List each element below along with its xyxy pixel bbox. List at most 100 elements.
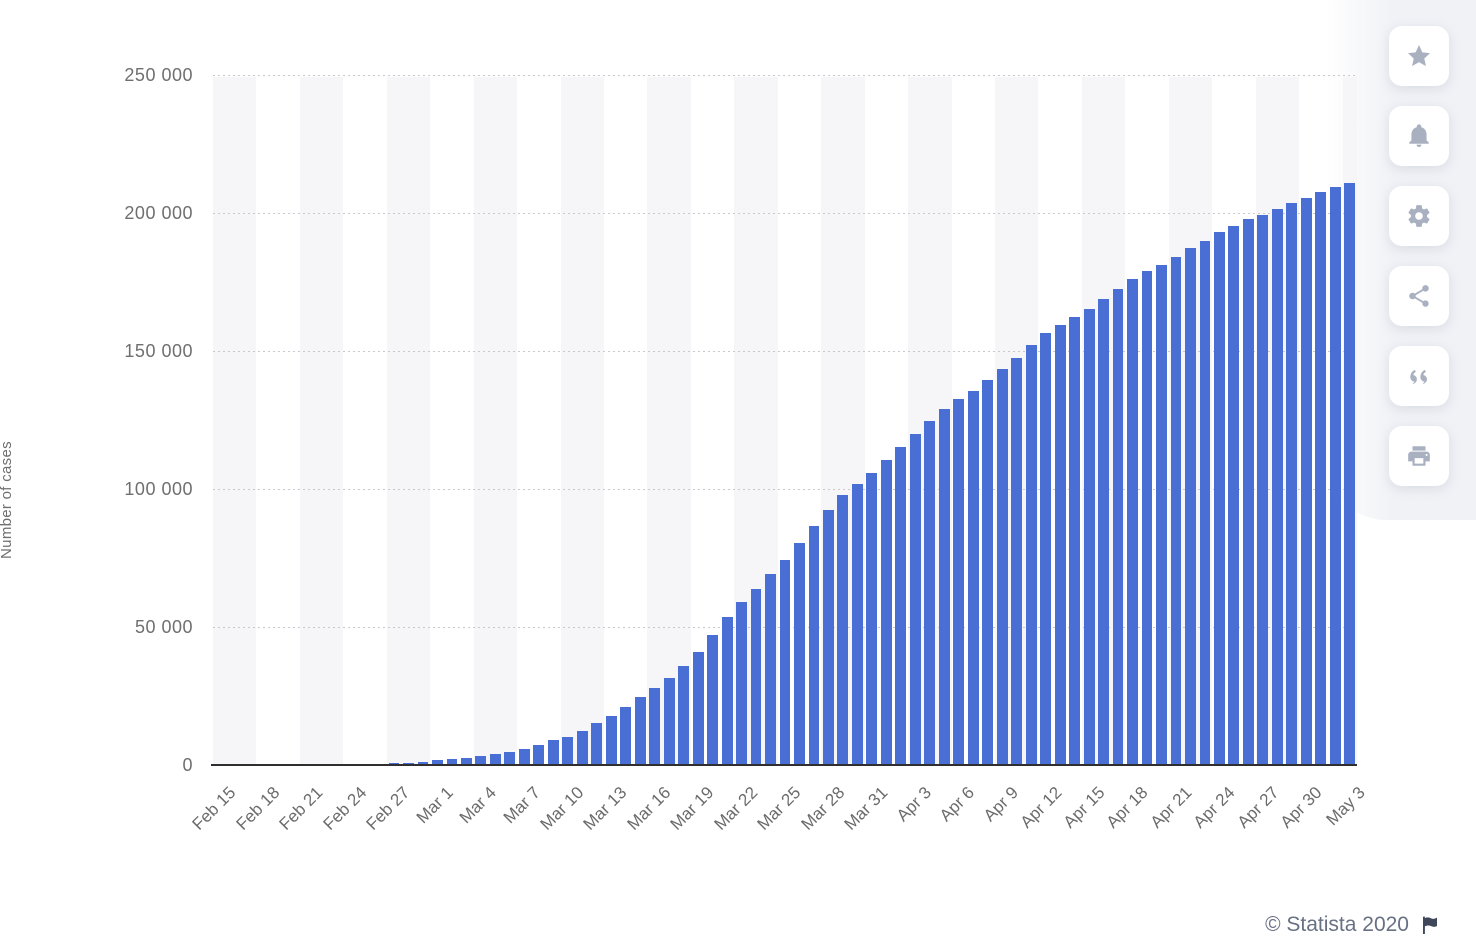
bar[interactable]: [1170, 257, 1182, 765]
x-tick-label: Mar 25: [753, 783, 805, 834]
flag-icon[interactable]: [1418, 913, 1442, 937]
bar[interactable]: [794, 542, 805, 765]
bar[interactable]: [1083, 309, 1095, 765]
bar[interactable]: [576, 730, 588, 765]
bar[interactable]: [866, 473, 878, 765]
bar[interactable]: [1040, 333, 1052, 765]
x-tick-label: Mar 19: [666, 783, 718, 834]
y-axis-title: Number of cases: [0, 441, 15, 559]
bar[interactable]: [750, 588, 762, 765]
print-button[interactable]: [1389, 426, 1449, 486]
bar[interactable]: [475, 756, 487, 765]
bar[interactable]: [895, 446, 907, 765]
favorite-button[interactable]: [1389, 26, 1449, 86]
share-icon: [1409, 285, 1429, 307]
bar[interactable]: [1242, 219, 1254, 765]
bar[interactable]: [663, 678, 675, 765]
bar[interactable]: [1228, 225, 1240, 765]
y-tick-label: 0: [182, 755, 193, 775]
bar[interactable]: [982, 380, 994, 765]
bar[interactable]: [446, 759, 458, 765]
bar[interactable]: [504, 752, 516, 765]
bar[interactable]: [1011, 357, 1023, 765]
x-tick-label: Apr 3: [892, 783, 935, 826]
bar[interactable]: [924, 421, 936, 765]
y-tick-label: 200 000: [124, 203, 193, 223]
bar[interactable]: [678, 666, 690, 765]
x-tick-label: Apr 12: [1016, 783, 1066, 832]
settings-button[interactable]: [1389, 186, 1449, 246]
print-icon: [1408, 446, 1430, 466]
bar[interactable]: [562, 736, 574, 765]
bar[interactable]: [547, 739, 559, 765]
bar[interactable]: [1315, 192, 1327, 765]
bar[interactable]: [1025, 344, 1037, 765]
bar[interactable]: [1054, 324, 1066, 765]
bar[interactable]: [953, 399, 965, 765]
bar[interactable]: [851, 484, 863, 765]
alert-button[interactable]: [1389, 106, 1449, 166]
x-tick-label: Apr 30: [1276, 783, 1326, 832]
plot-area: [211, 75, 1357, 766]
bar[interactable]: [1199, 240, 1211, 765]
y-tick-label: 250 000: [124, 65, 193, 85]
x-tick-label: Feb 27: [362, 783, 414, 834]
bar[interactable]: [417, 761, 429, 765]
bar[interactable]: [808, 526, 820, 765]
bar[interactable]: [518, 748, 530, 765]
bar[interactable]: [489, 754, 501, 765]
bar[interactable]: [1069, 316, 1081, 765]
bar[interactable]: [591, 723, 603, 765]
x-tick-label: Mar 10: [536, 783, 588, 834]
bar[interactable]: [1344, 183, 1356, 765]
x-tick-label: Mar 13: [579, 783, 631, 834]
bar[interactable]: [1141, 271, 1153, 765]
bar[interactable]: [460, 758, 472, 765]
bar[interactable]: [1286, 203, 1298, 765]
bar[interactable]: [1185, 247, 1196, 765]
bar[interactable]: [909, 434, 921, 765]
bar[interactable]: [692, 651, 704, 765]
bar[interactable]: [736, 601, 747, 765]
bar[interactable]: [1112, 289, 1124, 765]
share-button[interactable]: [1389, 266, 1449, 326]
x-tick-label: Mar 16: [623, 783, 675, 834]
bar[interactable]: [1329, 187, 1341, 765]
bar[interactable]: [837, 495, 849, 765]
bar[interactable]: [605, 716, 617, 765]
bar[interactable]: [432, 760, 443, 765]
x-tick-label: Mar 4: [456, 783, 501, 828]
bar[interactable]: [1271, 208, 1283, 765]
bar[interactable]: [823, 509, 834, 765]
bar[interactable]: [533, 744, 545, 765]
bar[interactable]: [967, 390, 979, 765]
y-tick-label: 50 000: [134, 617, 193, 637]
bar[interactable]: [996, 368, 1008, 765]
x-tick-label: Mar 28: [797, 783, 848, 834]
x-tick-label: Feb 24: [319, 783, 371, 834]
bar[interactable]: [721, 617, 733, 765]
bar[interactable]: [634, 696, 646, 765]
bar[interactable]: [403, 762, 414, 765]
quote-icon: [1410, 369, 1427, 384]
bar[interactable]: [1214, 232, 1225, 765]
x-tick-label: Apr 18: [1103, 783, 1152, 832]
star-icon: [1407, 45, 1431, 67]
bar[interactable]: [707, 635, 719, 765]
bar[interactable]: [938, 409, 950, 765]
bar[interactable]: [1257, 214, 1269, 765]
bar[interactable]: [1300, 197, 1312, 765]
statista-copyright-link[interactable]: © Statista 2020: [1265, 913, 1409, 936]
bar[interactable]: [779, 559, 791, 765]
x-tick-label: Mar 22: [710, 783, 761, 834]
x-tick-label: Apr 21: [1146, 783, 1196, 832]
bar[interactable]: [1127, 279, 1138, 765]
bar[interactable]: [620, 706, 632, 765]
cite-button[interactable]: [1389, 346, 1449, 406]
bar[interactable]: [649, 687, 661, 765]
bar[interactable]: [1156, 264, 1167, 765]
gridline: [213, 213, 1357, 214]
bar[interactable]: [880, 459, 892, 765]
bar[interactable]: [765, 574, 776, 765]
bar[interactable]: [1098, 298, 1109, 765]
